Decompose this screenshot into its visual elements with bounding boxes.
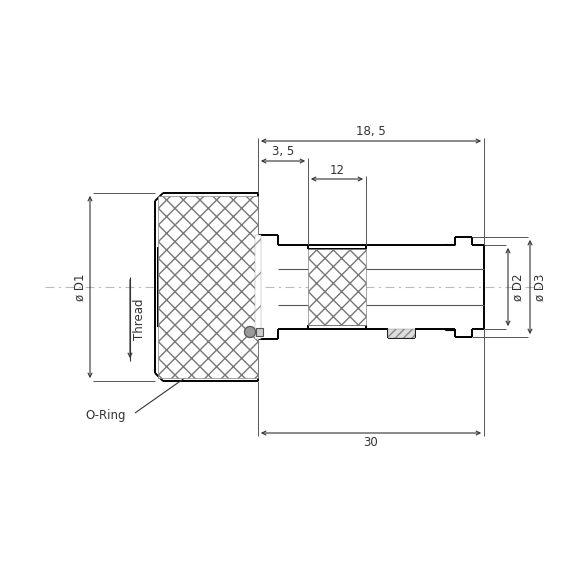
Text: ø D1: ø D1 <box>73 274 87 301</box>
Circle shape <box>244 327 255 338</box>
Text: O-Ring: O-Ring <box>85 410 126 423</box>
Text: ø D3: ø D3 <box>534 274 546 301</box>
Bar <box>308 249 366 325</box>
Text: 30: 30 <box>364 436 378 449</box>
Bar <box>158 196 258 378</box>
Text: Thread: Thread <box>133 298 146 340</box>
Text: ø D2: ø D2 <box>512 274 524 301</box>
Bar <box>256 328 263 336</box>
Text: 12: 12 <box>329 164 345 176</box>
Text: 18, 5: 18, 5 <box>356 125 386 137</box>
Text: 3, 5: 3, 5 <box>272 146 294 158</box>
Bar <box>255 235 261 339</box>
Bar <box>388 329 415 338</box>
